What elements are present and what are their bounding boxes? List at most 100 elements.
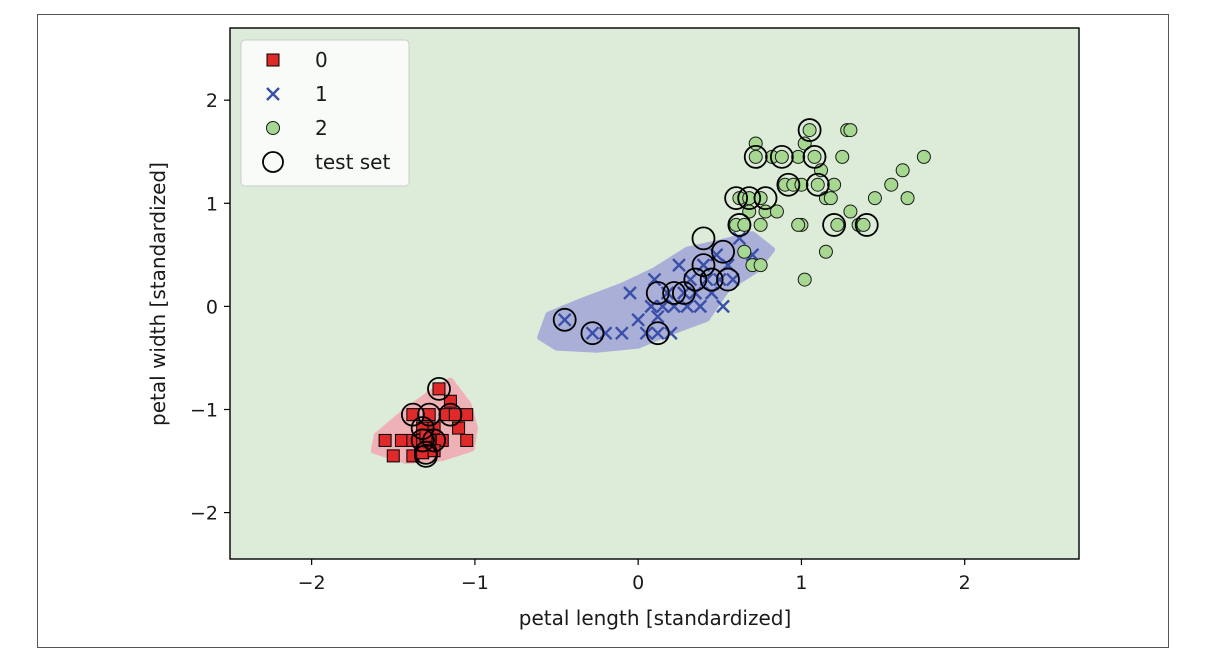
test-set-point xyxy=(691,253,716,278)
x-marker-stroke xyxy=(650,326,665,341)
y-tick-label: 0 xyxy=(206,296,218,318)
test-set-point xyxy=(743,144,768,169)
x-marker-stroke xyxy=(623,286,637,300)
x-marker-stroke xyxy=(644,299,659,314)
test-set-point xyxy=(699,267,724,292)
x-marker-stroke xyxy=(614,326,629,341)
point-class-2 xyxy=(843,204,858,219)
test-set-point xyxy=(724,186,749,211)
x-tick-label: 2 xyxy=(959,572,971,594)
test-set-point xyxy=(769,144,794,169)
point-class-0 xyxy=(452,421,466,435)
point-class-1 xyxy=(650,326,665,341)
point-class-0 xyxy=(378,433,392,447)
legend-label: 0 xyxy=(315,48,328,72)
point-class-1 xyxy=(683,272,698,287)
point-class-1 xyxy=(716,299,730,314)
test-set-point xyxy=(776,172,801,197)
x-marker-stroke xyxy=(693,299,708,314)
point-class-0 xyxy=(432,382,446,396)
point-class-1 xyxy=(663,326,678,341)
test-set-point xyxy=(711,239,735,264)
legend-entry: 1 xyxy=(266,82,328,106)
test-set-point xyxy=(414,443,438,468)
test-set-point xyxy=(645,281,670,305)
point-class-1 xyxy=(623,286,637,300)
x-marker-stroke xyxy=(683,272,698,287)
test-set-point xyxy=(797,118,822,142)
test-set-point xyxy=(645,321,670,346)
x-tick-label: −1 xyxy=(461,572,489,594)
test-set-point xyxy=(854,213,879,237)
x-tick-label: 0 xyxy=(632,572,644,594)
x-marker-stroke xyxy=(712,272,727,287)
y-axis-label: petal width [standardized] xyxy=(146,162,170,426)
x-marker-icon xyxy=(266,87,280,101)
test-set-point xyxy=(427,376,451,401)
test-set-point xyxy=(410,428,435,453)
test-set-point xyxy=(683,267,708,292)
legend-box xyxy=(240,39,410,187)
point-class-2 xyxy=(753,258,768,273)
test-set-point xyxy=(422,428,446,453)
point-class-1 xyxy=(726,272,740,287)
point-class-1 xyxy=(693,299,708,314)
point-class-2 xyxy=(900,191,915,206)
legend-entry: 0 xyxy=(266,48,328,72)
point-class-2 xyxy=(830,217,845,232)
x-marker-stroke xyxy=(585,326,600,341)
x-marker-stroke xyxy=(598,326,613,341)
point-class-1 xyxy=(598,326,613,341)
point-class-0 xyxy=(460,433,474,447)
legend-entry: 2 xyxy=(266,116,328,140)
point-class-2 xyxy=(884,177,899,192)
x-marker-stroke xyxy=(726,272,740,287)
legend-entry: test set xyxy=(262,150,390,174)
data-points xyxy=(378,118,931,468)
legend-label: 2 xyxy=(315,116,328,140)
plot-frame xyxy=(229,27,1080,560)
test-set-point xyxy=(737,186,762,211)
point-class-2 xyxy=(769,204,784,219)
point-class-1 xyxy=(585,326,600,341)
point-class-2 xyxy=(827,177,842,192)
y-tick-label: −2 xyxy=(190,503,218,525)
y-tick-label: 1 xyxy=(206,193,218,215)
point-class-0 xyxy=(460,408,474,422)
x-marker-stroke xyxy=(655,299,670,314)
square-marker-icon xyxy=(266,53,280,67)
point-class-2 xyxy=(895,163,910,178)
x-marker-stroke xyxy=(650,309,665,324)
point-class-2 xyxy=(916,149,931,164)
test-set-point xyxy=(716,267,740,292)
test-set-point xyxy=(753,186,778,211)
test-set-point xyxy=(400,402,425,427)
y-tick-label: 2 xyxy=(206,90,218,112)
legend-label: test set xyxy=(315,150,390,174)
x-marker-stroke xyxy=(716,299,730,314)
circle-marker-icon xyxy=(266,121,280,135)
point-class-0 xyxy=(448,408,462,422)
x-axis-label: petal length [standardized] xyxy=(519,606,792,630)
x-marker-stroke xyxy=(631,312,646,327)
point-class-2 xyxy=(737,244,752,259)
point-class-2 xyxy=(797,272,812,287)
point-class-1 xyxy=(644,299,659,314)
point-class-2 xyxy=(856,217,871,232)
x-tick-label: −2 xyxy=(298,572,326,594)
point-class-1 xyxy=(712,272,727,287)
point-class-1 xyxy=(650,309,665,324)
legend-label: 1 xyxy=(315,82,328,106)
x-marker-stroke xyxy=(663,326,678,341)
point-class-2 xyxy=(748,149,763,164)
x-marker-stroke xyxy=(672,258,686,272)
test-set-point xyxy=(552,307,577,332)
point-class-1 xyxy=(557,312,572,327)
point-class-2 xyxy=(791,217,806,232)
test-set-point xyxy=(438,402,463,427)
point-class-2 xyxy=(774,149,789,164)
point-class-2 xyxy=(867,191,882,206)
point-class-2 xyxy=(807,149,822,164)
test-set-point xyxy=(822,213,846,237)
